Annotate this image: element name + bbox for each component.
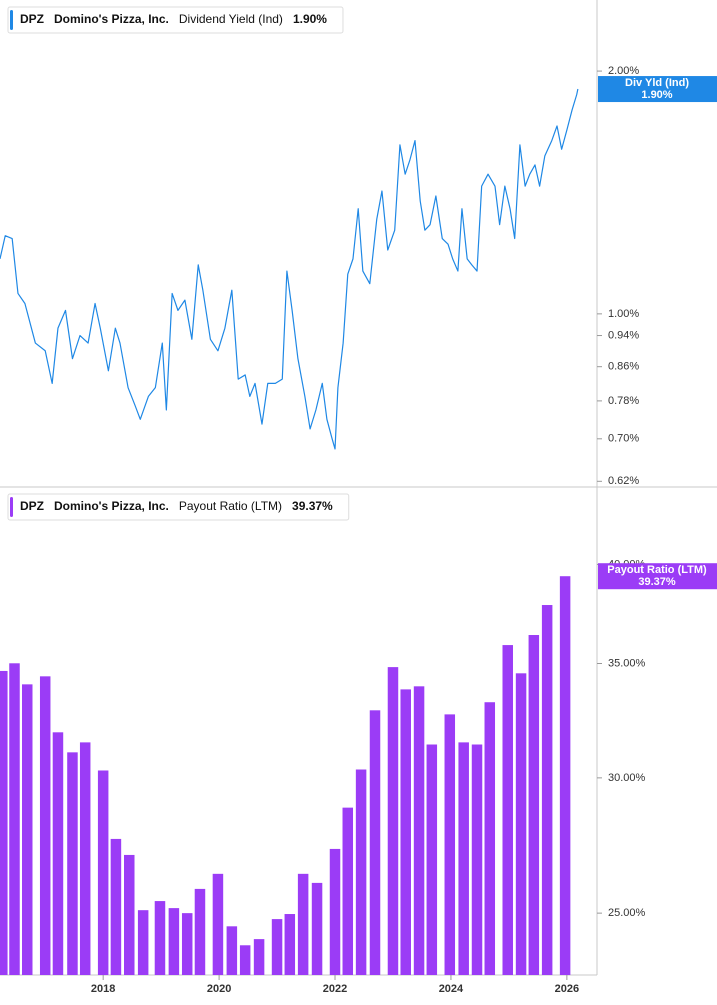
legend-company: Domino's Pizza, Inc.	[54, 12, 169, 26]
y-tick-label: 0.70%	[608, 433, 639, 445]
legend-swatch	[10, 497, 13, 517]
y-tick-label: 0.78%	[608, 395, 639, 407]
legend: DPZ Domino's Pizza, Inc. Payout Ratio (LTM…	[7, 493, 350, 521]
bar	[9, 663, 20, 975]
y-tick-label: 35.00%	[608, 657, 646, 669]
bar	[528, 635, 540, 975]
bar	[329, 848, 341, 975]
bar	[21, 684, 33, 975]
badge: Payout Ratio (LTM)39.37%	[598, 563, 717, 590]
bar	[79, 742, 91, 975]
plot-area	[0, 88, 579, 450]
legend-ticker: DPZ	[20, 499, 44, 513]
bar	[271, 919, 283, 975]
bar	[181, 913, 193, 975]
y-tick-label: 1.00%	[608, 308, 639, 320]
y-tick-label: 30.00%	[608, 772, 646, 784]
bar	[502, 645, 513, 975]
y-tick-label: 0.94%	[608, 329, 639, 341]
x-tick-label: 2018	[91, 983, 115, 995]
y-tick-label: 0.62%	[608, 475, 639, 487]
badge-value: 39.37%	[638, 576, 676, 588]
bar	[400, 689, 411, 975]
bar	[311, 882, 323, 975]
bar	[226, 926, 238, 975]
bar	[515, 673, 527, 975]
legend-label: Payout Ratio (LTM)	[179, 499, 282, 513]
x-tick-label: 2024	[439, 983, 464, 995]
bar	[52, 732, 64, 975]
badge-value: 1.90%	[641, 89, 672, 101]
plot-area	[0, 576, 571, 975]
bar	[458, 742, 469, 975]
legend: DPZ Domino's Pizza, Inc. Dividend Yield (I…	[7, 6, 344, 34]
badge-label: Payout Ratio (LTM)	[607, 564, 707, 576]
bar	[154, 901, 166, 975]
bar	[253, 939, 265, 975]
bar	[541, 605, 553, 975]
legend-box	[7, 6, 344, 34]
legend-swatch	[10, 10, 13, 30]
bar	[0, 670, 8, 975]
bar	[168, 908, 180, 975]
bar	[413, 686, 425, 975]
bar	[137, 910, 149, 975]
badge-box	[598, 76, 717, 103]
bar	[39, 676, 51, 975]
bar	[212, 873, 224, 975]
bar	[342, 807, 354, 975]
badge: Div Yld (Ind)1.90%	[598, 76, 717, 103]
y-tick-label: 25.00%	[608, 907, 646, 919]
bar	[124, 854, 135, 975]
bar	[444, 714, 456, 975]
badge-label: Div Yld (Ind)	[625, 77, 689, 89]
bar	[559, 576, 571, 975]
legend-value: 39.37%	[292, 499, 333, 513]
legend-value: 1.90%	[293, 12, 327, 26]
legend-ticker: DPZ	[20, 12, 44, 26]
yield-line	[0, 88, 579, 450]
bar	[110, 838, 122, 975]
bar	[387, 667, 399, 975]
bar	[67, 752, 78, 975]
bar	[239, 945, 251, 975]
bar	[194, 888, 206, 975]
bar	[284, 914, 296, 975]
x-tick-label: 2022	[323, 983, 347, 995]
x-tick-label: 2026	[555, 983, 579, 995]
x-tick-label: 2020	[207, 983, 231, 995]
bar	[426, 744, 438, 975]
y-tick-label: 0.86%	[608, 361, 639, 373]
bar	[297, 873, 309, 975]
legend-box	[7, 493, 350, 521]
legend-company: Domino's Pizza, Inc.	[54, 499, 169, 513]
y-tick-label: 2.00%	[608, 65, 639, 77]
bar	[484, 702, 496, 975]
badge-box	[598, 563, 717, 590]
bar	[471, 744, 483, 975]
bar	[97, 770, 109, 975]
bar	[355, 769, 367, 975]
bar	[369, 710, 381, 975]
legend-label: Dividend Yield (Ind)	[179, 12, 283, 26]
